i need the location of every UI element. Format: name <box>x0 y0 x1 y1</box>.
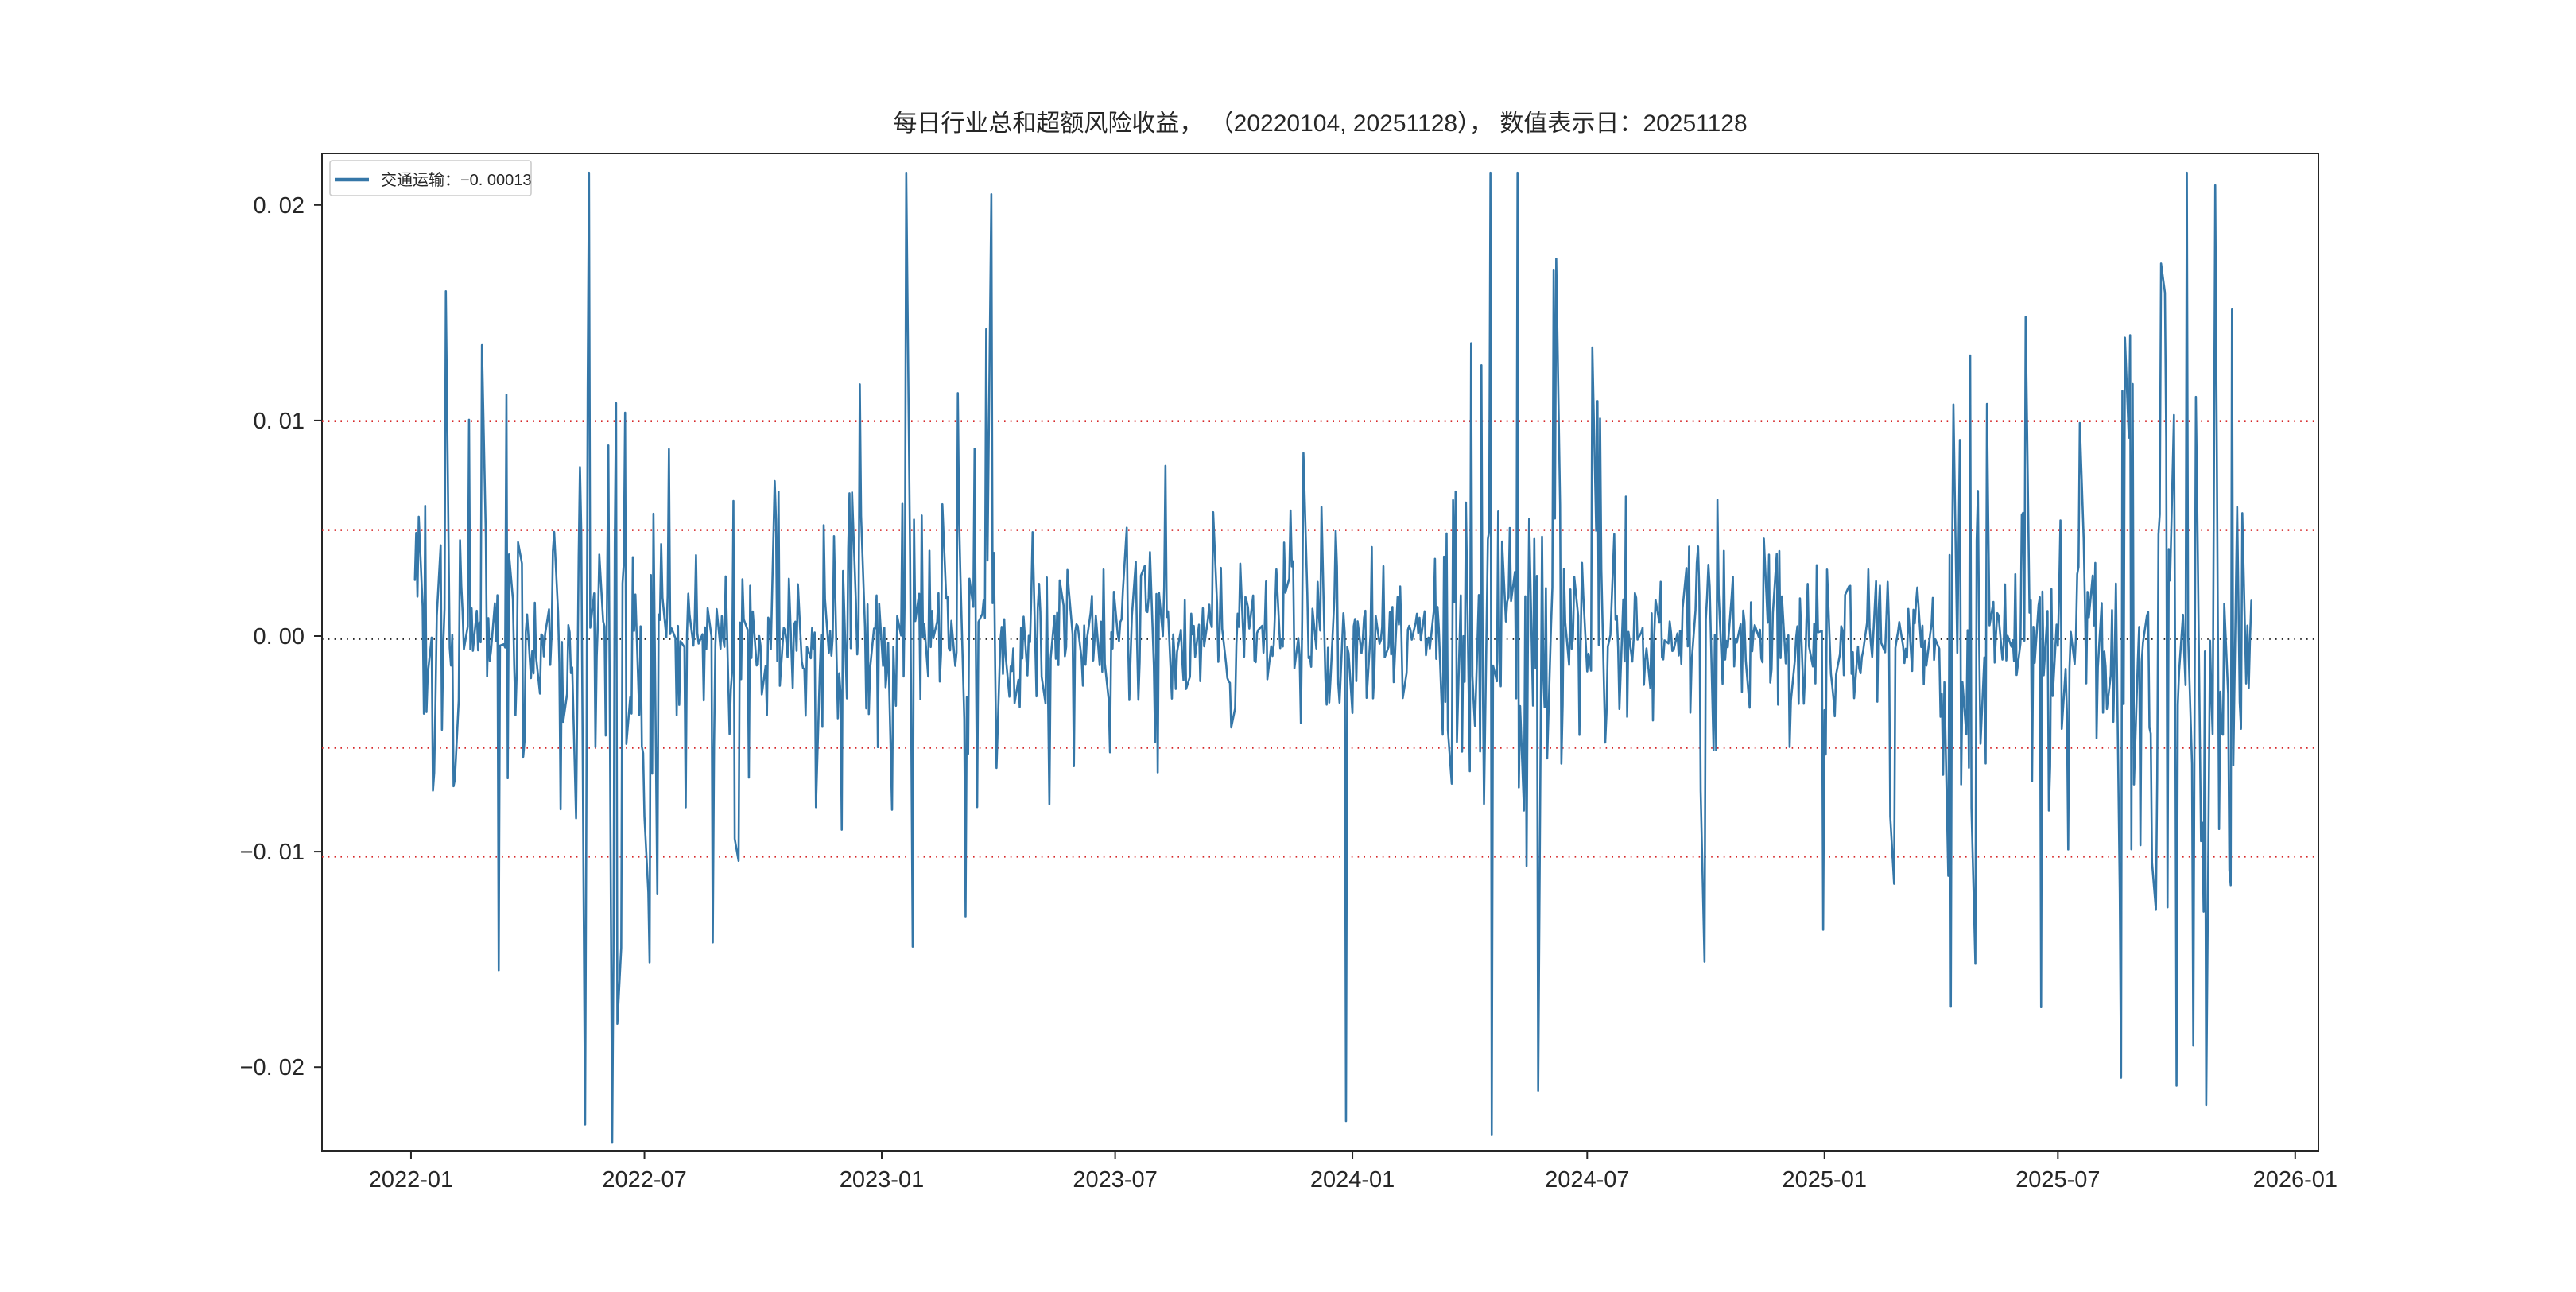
svg-text:2024-01: 2024-01 <box>1310 1167 1395 1193</box>
svg-text:2022-07: 2022-07 <box>602 1167 686 1193</box>
svg-text:0. 00: 0. 00 <box>254 624 305 650</box>
svg-text:−0. 01: −0. 01 <box>240 840 305 865</box>
svg-text:2024-07: 2024-07 <box>1545 1167 1629 1193</box>
svg-text:0. 02: 0. 02 <box>254 193 305 219</box>
svg-text:−0. 02: −0. 02 <box>240 1055 305 1081</box>
svg-text:每日行业总和超额风险收益， （20220104, 20251: 每日行业总和超额风险收益， （20220104, 20251128）， 数值表示… <box>893 111 1747 137</box>
svg-text:2022-01: 2022-01 <box>369 1167 453 1193</box>
svg-text:2023-01: 2023-01 <box>840 1167 924 1193</box>
svg-text:2025-01: 2025-01 <box>1783 1167 1867 1193</box>
svg-text:交通运输：−0. 00013: 交通运输：−0. 00013 <box>381 171 532 189</box>
svg-text:0. 01: 0. 01 <box>254 409 305 434</box>
svg-text:2023-07: 2023-07 <box>1073 1167 1157 1193</box>
svg-text:2026-01: 2026-01 <box>2253 1167 2337 1193</box>
svg-text:2025-07: 2025-07 <box>2015 1167 2100 1193</box>
